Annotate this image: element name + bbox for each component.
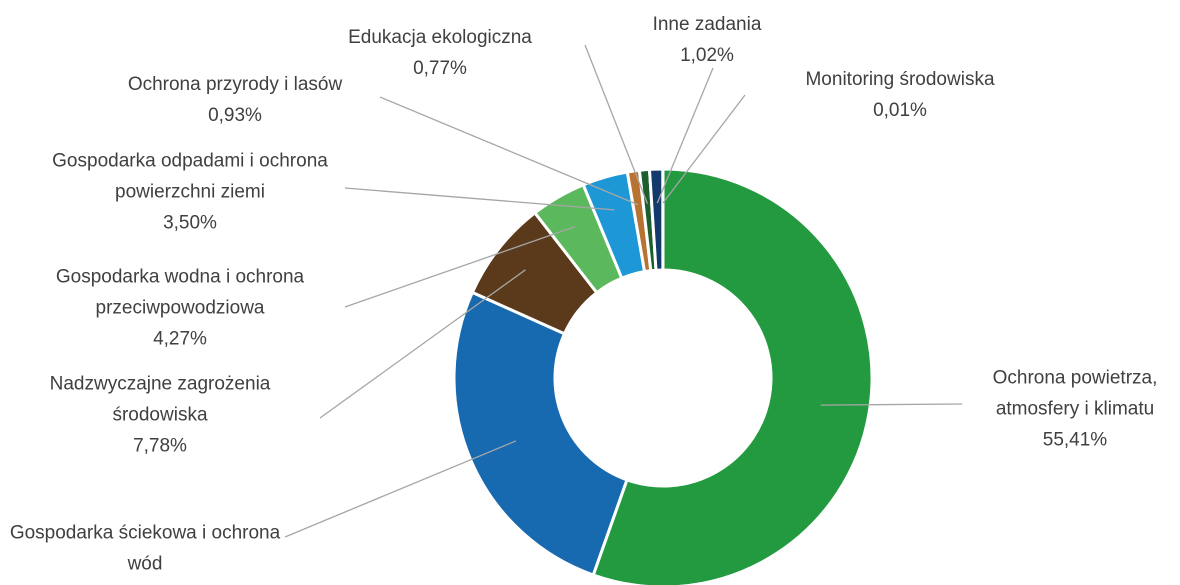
value-label: 0,77% <box>413 58 467 79</box>
value-label: 0,93% <box>208 105 262 126</box>
category-name: Inne zadania <box>652 14 762 35</box>
category-name: Ochrona powietrza, atmosfery i klimatu <box>992 367 1158 420</box>
category-name: Gospodarka wodna i ochrona przeciwpowodz… <box>55 266 305 319</box>
value-label: 26,30% <box>8 580 283 585</box>
leader-line <box>584 44 649 204</box>
leader-line <box>284 440 517 538</box>
leader-line <box>379 96 639 206</box>
category-name: Ochrona przyrody i lasów <box>127 74 343 95</box>
category-name: Gospodarka ściekowa i ochrona wód <box>9 522 281 575</box>
leader-line <box>319 269 526 419</box>
data-label: Ochrona powietrza, atmosfery i klimatu 55… <box>968 363 1180 456</box>
value-label: 0,01% <box>873 100 927 121</box>
data-label: Monitoring środowiska 0,01% <box>700 64 1100 126</box>
leader-line <box>344 226 576 308</box>
leader-line <box>662 94 746 204</box>
donut-segment <box>591 167 874 585</box>
value-label: 7,78% <box>133 435 187 457</box>
data-label: Inne zadania 1,02% <box>557 9 857 71</box>
data-label: Gospodarka odpadami i ochrona powierzchn… <box>33 146 348 239</box>
data-label: Nadzwyczajne zagrożenia środowiska 7,78% <box>23 369 298 462</box>
leader-line <box>820 403 963 406</box>
leader-line <box>656 67 714 204</box>
data-label: Gospodarka wodna i ochrona przeciwpowodz… <box>5 262 355 355</box>
data-label: Edukacja ekologiczna 0,77% <box>240 22 640 84</box>
data-label: Gospodarka ściekowa i ochrona wód 26,30% <box>8 518 283 585</box>
value-label: 55,41% <box>1042 429 1108 451</box>
value-label: 1,02% <box>680 45 734 66</box>
leader-line <box>344 187 615 211</box>
donut-segment <box>452 290 629 577</box>
data-label: Ochrona przyrody i lasów 0,93% <box>35 69 435 131</box>
category-name: Nadzwyczajne zagrożenia środowiska <box>49 373 271 426</box>
value-label: 3,50% <box>163 212 217 234</box>
category-name: Edukacja ekologiczna <box>348 27 532 48</box>
category-name: Monitoring środowiska <box>805 69 995 90</box>
category-name: Gospodarka odpadami i ochrona powierzchn… <box>52 150 328 203</box>
value-label: 4,27% <box>153 328 207 350</box>
